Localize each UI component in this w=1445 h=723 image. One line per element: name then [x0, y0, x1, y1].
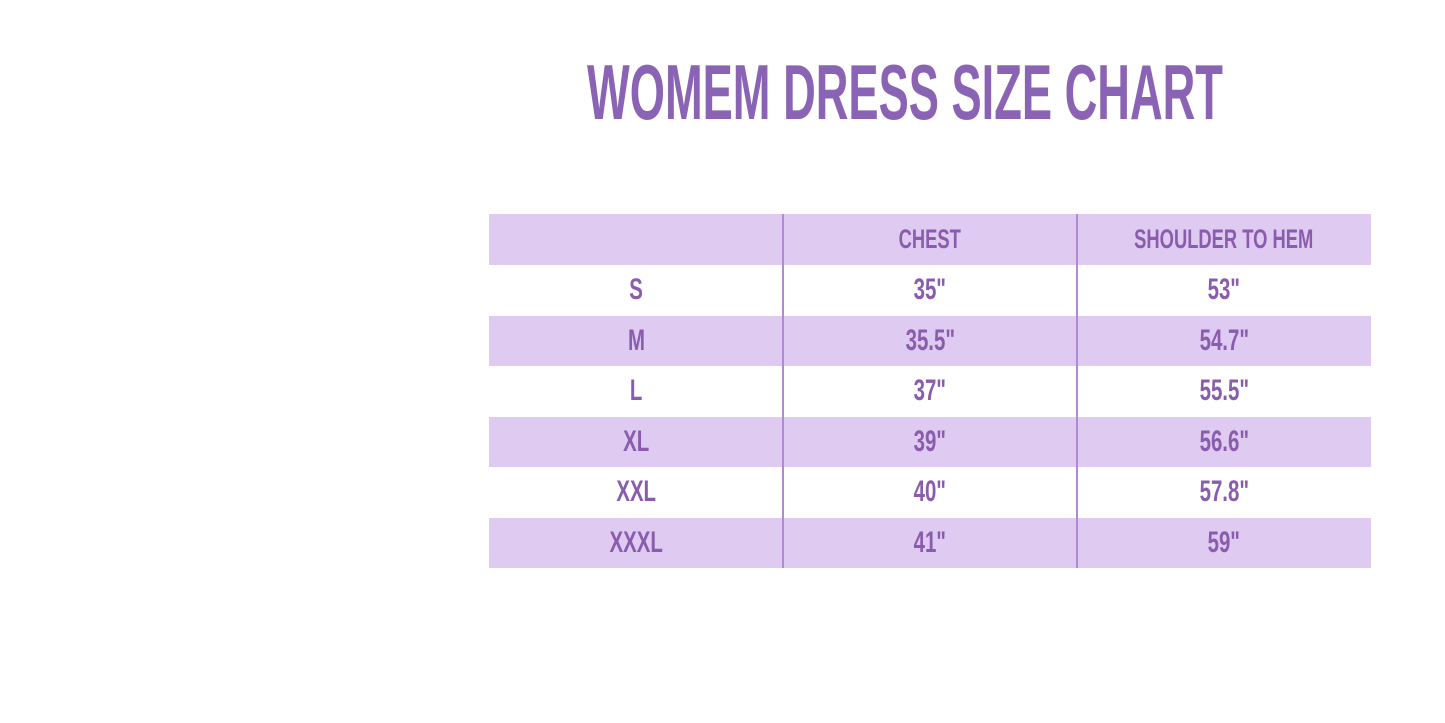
size-chart-table: CHEST SHOULDER TO HEM S 35" 53" M 35.5" … — [489, 214, 1371, 568]
table-row-xxxl: XXXL 41" 59" — [489, 517, 1371, 569]
table-row-l: L 37" 55.5" — [489, 366, 1371, 417]
size-cell: L — [489, 366, 783, 417]
size-label: XL — [622, 424, 650, 458]
shoulder-to-hem-value: 57.8" — [1199, 475, 1249, 509]
shoulder-to-hem-cell: 57.8" — [1077, 467, 1371, 518]
size-label: XXL — [616, 475, 656, 509]
column-divider-1 — [782, 214, 784, 568]
chest-value: 35.5" — [905, 323, 955, 357]
shoulder-to-hem-value: 56.6" — [1199, 424, 1249, 458]
shoulder-to-hem-value: 54.7" — [1199, 323, 1249, 357]
shoulder-to-hem-cell: 55.5" — [1077, 366, 1371, 417]
column-divider-2 — [1076, 214, 1078, 568]
size-cell: XXXL — [489, 518, 783, 569]
table-row-s: S 35" 53" — [489, 265, 1371, 316]
header-cell-chest: CHEST — [783, 214, 1077, 265]
size-cell: M — [489, 316, 783, 367]
size-label: S — [629, 273, 643, 307]
header-cell-size — [489, 214, 783, 265]
chest-cell: 39" — [783, 417, 1077, 468]
size-cell: XL — [489, 417, 783, 468]
shoulder-to-hem-cell: 56.6" — [1077, 417, 1371, 468]
shoulder-to-hem-cell: 54.7" — [1077, 316, 1371, 367]
size-cell: XXL — [489, 467, 783, 518]
table-row-xl: XL 39" 56.6" — [489, 416, 1371, 468]
table-row-m: M 35.5" 54.7" — [489, 315, 1371, 367]
page-title: WOMEM DRESS SIZE CHART — [357, 53, 1445, 131]
chest-cell: 35" — [783, 265, 1077, 316]
size-cell: S — [489, 265, 783, 316]
chest-value: 39" — [913, 424, 947, 458]
chest-value: 40" — [913, 475, 947, 509]
size-label: M — [627, 323, 645, 357]
size-label: XXXL — [609, 525, 663, 559]
chest-cell: 37" — [783, 366, 1077, 417]
chest-cell: 35.5" — [783, 316, 1077, 367]
header-label-shoulder-to-hem: SHOULDER TO HEM — [1134, 224, 1314, 254]
chest-value: 41" — [913, 525, 947, 559]
header-cell-shoulder-to-hem: SHOULDER TO HEM — [1077, 214, 1371, 265]
shoulder-to-hem-value: 55.5" — [1199, 374, 1249, 408]
shoulder-to-hem-value: 59" — [1207, 525, 1241, 559]
chest-value: 37" — [913, 374, 947, 408]
chest-value: 35" — [913, 273, 947, 307]
table-row-xxl: XXL 40" 57.8" — [489, 467, 1371, 518]
size-label: L — [629, 374, 643, 408]
chest-cell: 41" — [783, 518, 1077, 569]
page-title-text: WOMEM DRESS SIZE CHART — [587, 48, 1223, 136]
chest-cell: 40" — [783, 467, 1077, 518]
table-header-row: CHEST SHOULDER TO HEM — [489, 214, 1371, 265]
header-label-chest: CHEST — [898, 224, 962, 254]
shoulder-to-hem-value: 53" — [1207, 273, 1241, 307]
shoulder-to-hem-cell: 59" — [1077, 518, 1371, 569]
shoulder-to-hem-cell: 53" — [1077, 265, 1371, 316]
